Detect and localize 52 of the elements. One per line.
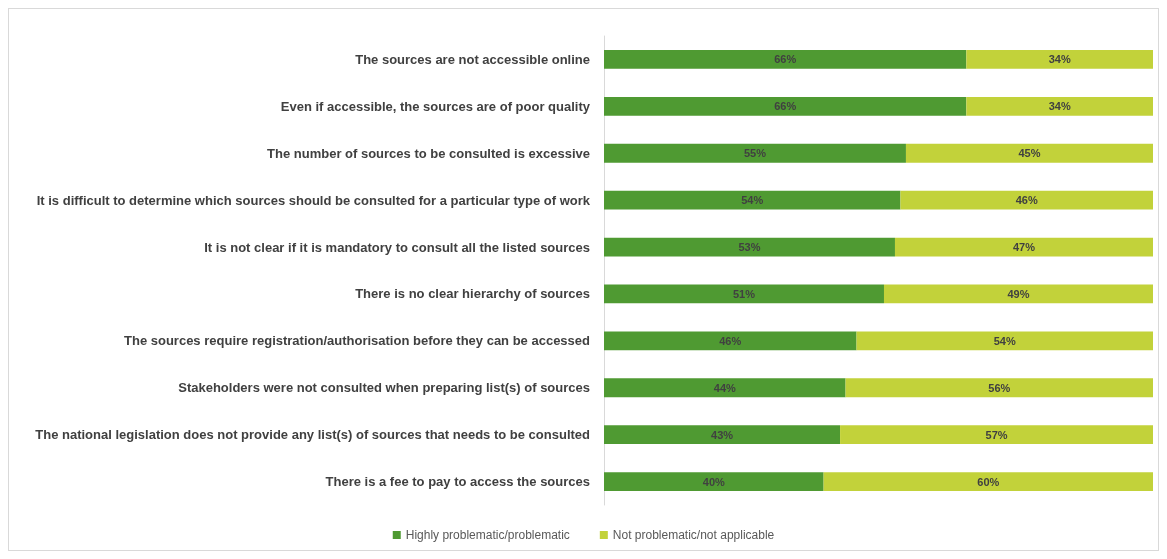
bar bbox=[966, 50, 1153, 69]
data-label: 51% bbox=[732, 287, 756, 300]
y-tick-label: The sources require registration/authorisation before they can be accessed bbox=[124, 333, 591, 349]
y-tick-label: There is no clear hierarchy of sources bbox=[355, 286, 590, 302]
bar bbox=[604, 237, 895, 257]
legend-label: Not problematic/not applicable bbox=[612, 528, 775, 542]
data-label: 57% bbox=[985, 428, 1008, 441]
data-label: 47% bbox=[1012, 241, 1036, 254]
y-tick-label: Even if accessible, the sources are of poor quality bbox=[280, 98, 591, 114]
bar bbox=[900, 190, 1153, 210]
bar bbox=[604, 472, 824, 491]
data-label: 34% bbox=[1048, 100, 1071, 113]
data-label: 54% bbox=[993, 334, 1016, 347]
data-label: 60% bbox=[977, 475, 1000, 488]
bar bbox=[604, 331, 857, 351]
bar bbox=[604, 284, 884, 304]
data-label: 46% bbox=[719, 334, 742, 347]
bar bbox=[604, 378, 846, 398]
data-label: 44% bbox=[713, 381, 736, 394]
bar bbox=[894, 237, 1153, 257]
data-label: 56% bbox=[988, 381, 1011, 394]
bar bbox=[840, 425, 1153, 445]
bar bbox=[604, 143, 906, 163]
y-tick-label: It is not clear if it is mandatory to consult all the listed sources bbox=[204, 239, 590, 255]
y-tick-label: Stakeholders were not consulted when preparing list(s) of sources bbox=[178, 380, 590, 396]
y-tick-label: There is a fee to pay to access the sources bbox=[325, 474, 590, 490]
data-label: 66% bbox=[774, 100, 797, 113]
data-label: 49% bbox=[1007, 287, 1030, 300]
bar bbox=[856, 331, 1153, 351]
data-label: 53% bbox=[738, 241, 761, 254]
data-label: 34% bbox=[1048, 53, 1071, 66]
legend-label: Highly problematic/problematic bbox=[405, 528, 570, 542]
bar bbox=[823, 472, 1153, 491]
bar bbox=[604, 425, 841, 445]
y-tick-label: It is difficult to determine which sources should be consulted for a particular type of work bbox=[36, 192, 591, 208]
data-label: 45% bbox=[1018, 147, 1041, 160]
y-tick-label: The sources are not accessible online bbox=[355, 51, 590, 67]
data-label: 55% bbox=[743, 147, 767, 160]
data-label: 54% bbox=[741, 194, 764, 207]
y-tick-label: The national legislation does not provide any list(s) of sources that needs to be consulted bbox=[35, 427, 591, 443]
y-tick-label: The number of sources to be consulted is excessive bbox=[267, 145, 590, 161]
bar bbox=[905, 143, 1153, 163]
bar bbox=[604, 50, 967, 69]
data-label: 40% bbox=[702, 475, 726, 488]
bar bbox=[966, 96, 1153, 116]
data-label: 66% bbox=[774, 53, 797, 66]
bar bbox=[604, 190, 901, 210]
bar bbox=[845, 378, 1153, 398]
bar bbox=[883, 284, 1153, 304]
bar bbox=[604, 96, 967, 116]
data-label: 46% bbox=[1015, 194, 1038, 207]
data-label: 43% bbox=[711, 428, 734, 441]
